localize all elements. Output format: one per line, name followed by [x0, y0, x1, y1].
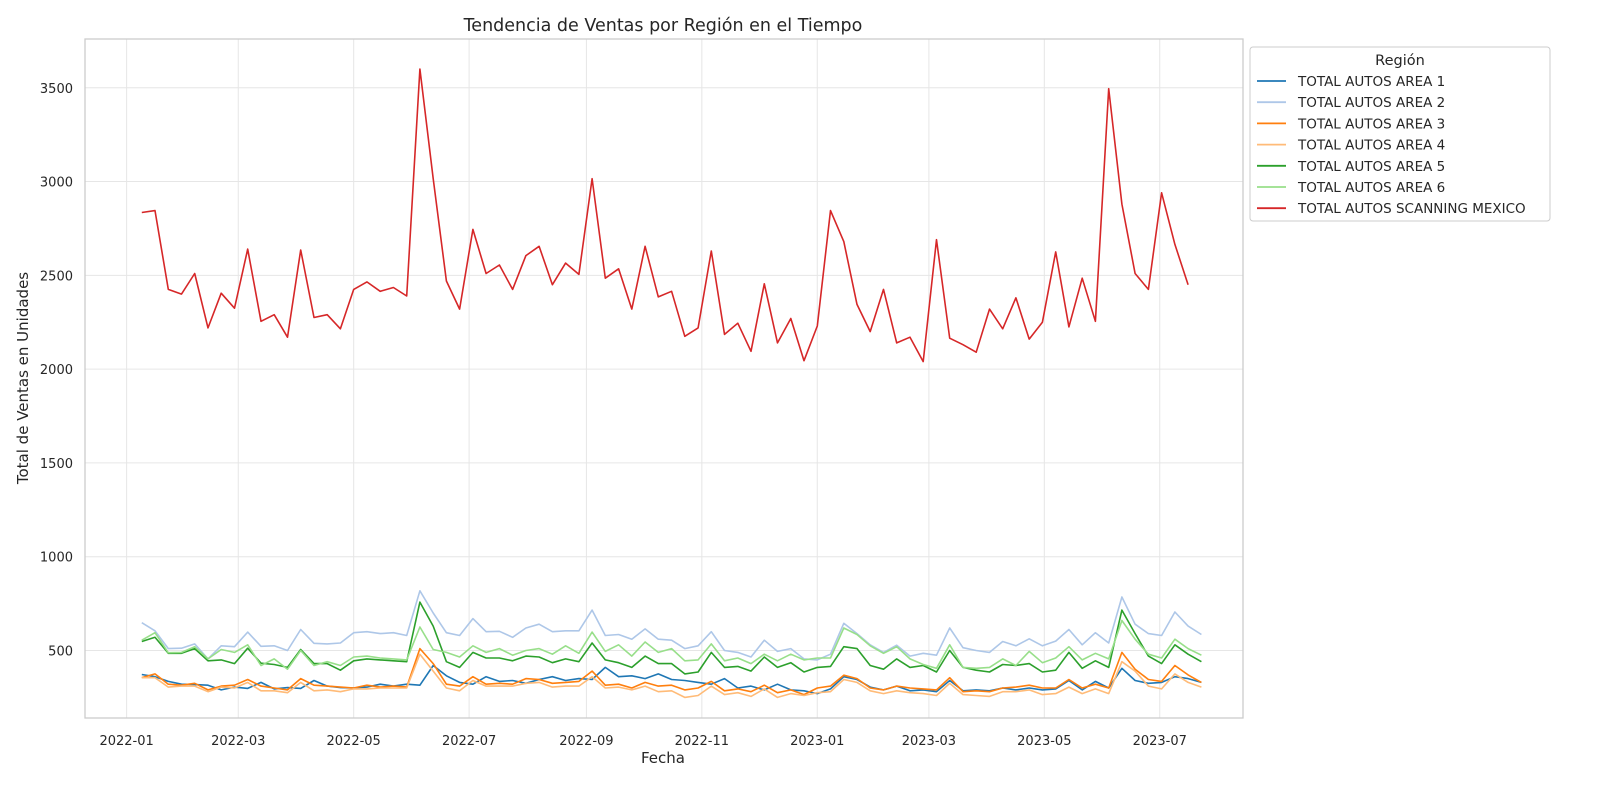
- legend-entry: TOTAL AUTOS AREA 6: [1297, 180, 1445, 196]
- x-tick-label: 2022-07: [442, 734, 496, 749]
- y-tick-label: 3000: [40, 176, 73, 191]
- x-tick-label: 2022-11: [675, 734, 729, 749]
- series-line-7: [141, 68, 1189, 363]
- series-line-6: [141, 619, 1202, 671]
- y-tick-label: 2000: [40, 363, 73, 378]
- y-tick-label: 1500: [40, 457, 73, 472]
- y-tick-label: 500: [48, 644, 73, 659]
- x-tick-label: 2023-03: [902, 734, 956, 749]
- legend-entry: TOTAL AUTOS AREA 4: [1297, 138, 1445, 154]
- legend-box: [1249, 46, 1551, 222]
- x-tick-label: 2023-07: [1133, 734, 1187, 749]
- grid-lines: [85, 39, 1243, 718]
- y-axis-label: Total de Ventas en Unidades: [14, 272, 32, 485]
- y-axis-ticks: 500 1000 1500 2000 2500 3000 3500: [40, 82, 73, 660]
- legend-items: TOTAL AUTOS AREA 1 TOTAL AUTOS AREA 2 TOTA…: [1257, 74, 1526, 217]
- x-axis-label: Fecha: [641, 749, 685, 767]
- y-tick-label: 3500: [40, 82, 73, 97]
- plot-area-frame: [84, 38, 1244, 719]
- x-tick-label: 2022-09: [559, 734, 613, 749]
- legend-entry: TOTAL AUTOS SCANNING MEXICO: [1297, 201, 1526, 217]
- series-lines: [141, 68, 1202, 699]
- series-line-1: [141, 664, 1202, 695]
- legend-entry: TOTAL AUTOS AREA 1: [1297, 74, 1445, 90]
- series-line-3: [141, 647, 1202, 696]
- legend-entry: TOTAL AUTOS AREA 5: [1297, 159, 1445, 175]
- legend-entry: TOTAL AUTOS AREA 3: [1297, 116, 1445, 132]
- series-line-2: [141, 589, 1202, 661]
- chart-title: Tendencia de Ventas por Región en el Tie…: [463, 16, 863, 36]
- y-tick-label: 2500: [40, 269, 73, 284]
- x-tick-label: 2023-05: [1017, 734, 1071, 749]
- x-tick-label: 2022-05: [327, 734, 381, 749]
- y-tick-label: 1000: [40, 551, 73, 566]
- x-tick-label: 2022-03: [211, 734, 265, 749]
- series-line-4: [141, 653, 1202, 699]
- x-tick-label: 2022-01: [99, 734, 153, 749]
- legend-title: Región: [1375, 53, 1425, 69]
- x-axis-ticks: 2022-01 2022-03 2022-05 2022-07 2022-09 2022-…: [99, 734, 1186, 749]
- x-tick-label: 2023-01: [790, 734, 844, 749]
- legend-entry: TOTAL AUTOS AREA 2: [1297, 95, 1445, 111]
